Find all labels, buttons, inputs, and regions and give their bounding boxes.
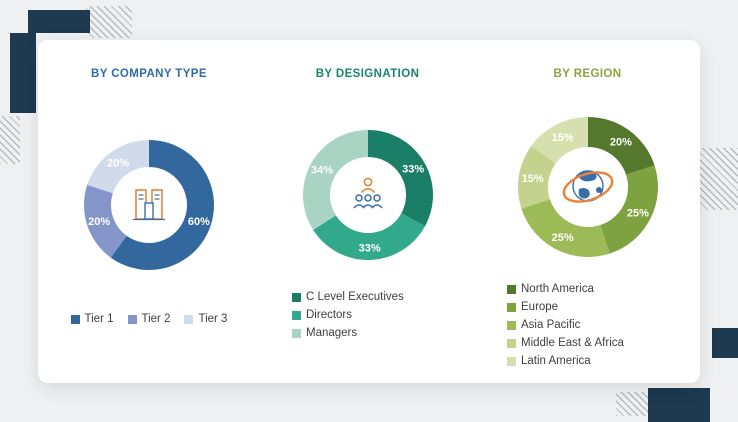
slice-percentage-label: 20% — [88, 216, 110, 228]
slice-percentage-label: 25% — [551, 232, 573, 244]
legend-label: C Level Executives — [306, 291, 404, 303]
donut-slice-tier-2 — [83, 184, 127, 258]
company-type-donut-chart: 60% 20% 20% — [74, 130, 224, 280]
designation-donut-svg: 33% 33% 34% — [302, 130, 433, 260]
legend-swatch — [292, 328, 301, 338]
chart-title-designation: BY DESIGNATION — [315, 68, 420, 80]
slice-percentage-label: 15% — [551, 132, 573, 144]
designation-legend: C Level Executives Directors Managers — [260, 290, 404, 340]
legend-label: Asia Pacific — [521, 319, 581, 331]
slice-percentage-label: 34% — [310, 165, 332, 177]
donut-slice-middle-east-africa — [517, 145, 556, 209]
legend-label: Managers — [306, 327, 358, 339]
donut-slice-europe — [599, 165, 658, 254]
decor-navy-square-right — [712, 328, 738, 358]
region-donut-chart: 20% 25% 25% 15% 15% — [513, 112, 663, 262]
legend-label: Europe — [521, 301, 559, 313]
legend-label: Latin America — [521, 355, 591, 367]
legend-swatch — [292, 292, 301, 302]
legend-item-clevel: C Level Executives — [292, 290, 404, 304]
company-type-legend: Tier 1 Tier 2 Tier 3 — [70, 312, 227, 326]
legend-swatch — [184, 314, 194, 324]
designation-section: BY DESIGNATION 33% 33% 34% — [260, 40, 475, 383]
slice-percentage-label: 33% — [358, 243, 380, 255]
legend-label: Tier 1 — [84, 313, 114, 325]
donut-slice-asia-pacific — [520, 199, 610, 257]
legend-swatch — [127, 314, 137, 324]
legend-label: Directors — [306, 309, 353, 321]
legend-swatch — [507, 356, 516, 366]
decor-navy-block-left — [10, 33, 36, 113]
legend-swatch — [507, 320, 516, 330]
donut-slice-tier-3 — [87, 140, 149, 194]
legend-item-europe: Europe — [507, 300, 624, 314]
slice-percentage-label: 25% — [626, 207, 648, 219]
legend-item-directors: Directors — [292, 308, 404, 322]
legend-item-latin-america: Latin America — [507, 354, 624, 368]
slice-percentage-label: 15% — [521, 173, 543, 185]
people-icon — [346, 173, 390, 217]
legend-item-tier3: Tier 3 — [184, 312, 227, 326]
legend-swatch — [507, 338, 516, 348]
region-donut-svg: 20% 25% 25% 15% 15% — [517, 117, 658, 257]
legend-label: Tier 2 — [141, 313, 171, 325]
donut-slice-tier-1 — [110, 140, 214, 270]
chart-title-company-type: BY COMPANY TYPE — [91, 68, 207, 80]
slice-percentage-label: 20% — [107, 158, 129, 170]
donut-slice-north-america — [587, 117, 655, 175]
donut-slice-directors — [312, 213, 425, 260]
legend-swatch — [507, 302, 516, 312]
region-legend: North America Europe Asia Pacific Middle… — [475, 282, 624, 368]
buildings-icon — [127, 183, 171, 227]
legend-item-tier2: Tier 2 — [127, 312, 171, 326]
decor-navy-bar-top-left — [28, 10, 90, 33]
legend-label: Middle East & Africa — [521, 337, 624, 349]
legend-label: North America — [521, 283, 594, 295]
legend-item-north-america: North America — [507, 282, 624, 296]
decor-navy-block-bottom-right — [648, 388, 710, 422]
legend-item-managers: Managers — [292, 326, 404, 340]
legend-swatch — [70, 314, 80, 324]
decor-hatch-left — [0, 116, 20, 164]
company-type-section: BY COMPANY TYPE 60% 20% 20% — [38, 40, 260, 383]
slice-percentage-label: 20% — [609, 137, 631, 149]
legend-swatch — [507, 284, 516, 294]
legend-swatch — [292, 310, 301, 320]
content-card: BY COMPANY TYPE 60% 20% 20% — [38, 40, 700, 383]
decor-hatch-bottom-right — [616, 392, 654, 416]
slice-percentage-label: 33% — [402, 163, 424, 175]
globe-icon — [559, 161, 617, 213]
decor-hatch-right — [700, 148, 738, 210]
legend-item-mea: Middle East & Africa — [507, 336, 624, 350]
donut-slice-latin-america — [530, 117, 588, 164]
legend-item-tier1: Tier 1 — [70, 312, 114, 326]
decor-hatch-top-left — [86, 6, 132, 38]
designation-donut-chart: 33% 33% 34% — [293, 120, 443, 270]
donut-slice-managers — [302, 130, 368, 230]
company-type-donut-svg: 60% 20% 20% — [83, 140, 214, 270]
legend-item-asia-pacific: Asia Pacific — [507, 318, 624, 332]
donut-slice-c-level-executives — [367, 130, 433, 227]
slice-percentage-label: 60% — [188, 216, 210, 228]
chart-title-region: BY REGION — [553, 68, 622, 80]
legend-label: Tier 3 — [198, 313, 228, 325]
region-section: BY REGION 20% 25% 25% 15% 15% North America — [475, 40, 700, 383]
